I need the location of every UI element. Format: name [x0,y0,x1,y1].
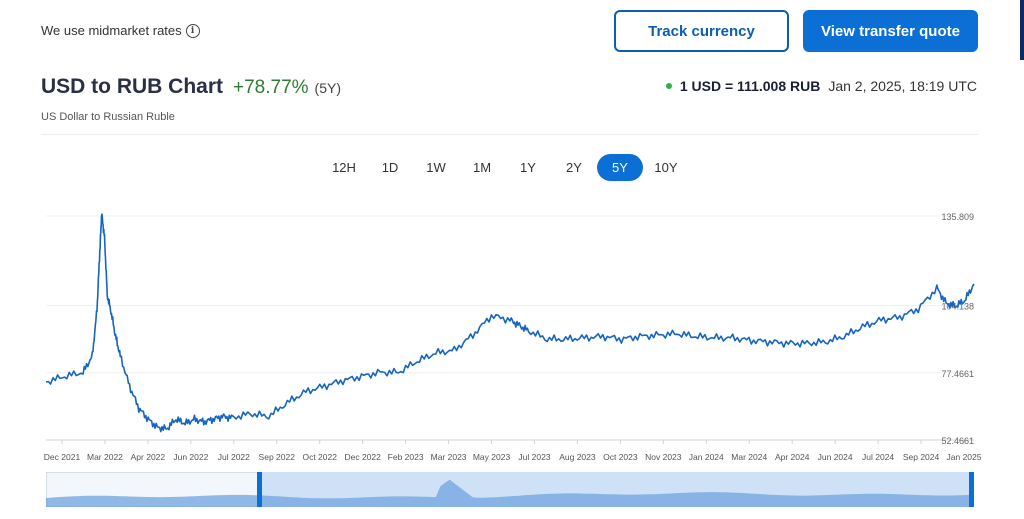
page-title: USD to RUB Chart [41,75,223,98]
x-tick-label: Jan 2024 [689,452,724,462]
x-tick-label: Apr 2022 [131,452,166,462]
midmarket-note-text: We use midmarket rates [41,23,182,38]
x-tick-label: Jul 2023 [518,452,550,462]
range-navigator-svg[interactable] [45,471,975,508]
x-tick-label: Sep 2024 [903,452,940,462]
series-line [45,213,975,433]
x-tick-label: Oct 2022 [302,452,337,462]
tab-1d[interactable]: 1D [381,160,399,175]
header-divider [41,134,978,135]
x-tick-label: Sep 2022 [259,452,296,462]
tab-1m[interactable]: 1M [472,160,492,175]
page-subtitle: US Dollar to Russian Ruble [41,111,175,123]
x-tick-label: Nov 2023 [645,452,682,462]
current-rate: 1 USD = 111.008 RUB Jan 2, 2025, 18:19 U… [665,78,977,94]
window-edge-bar [1020,0,1024,60]
x-tick-label: Jul 2024 [862,452,894,462]
tab-5y[interactable]: 5Y [597,154,643,181]
tab-10y[interactable]: 10Y [654,160,678,175]
navigator-left-handle[interactable] [257,472,262,507]
time-range-tabs: 12H 1D 1W 1M 1Y 2Y 5Y 10Y [321,154,689,181]
top-bar: We use midmarket rates i Track currency … [0,0,1024,62]
x-tick-label: Feb 2023 [388,452,424,462]
navigator-area [46,479,974,507]
x-tick-label: Mar 2024 [731,452,767,462]
y-tick-label: 135.809 [941,212,974,222]
x-tick-label: Dec 2022 [344,452,381,462]
tab-12h[interactable]: 12H [332,160,356,175]
live-status-dot [665,83,672,89]
x-tick-label: Mar 2023 [431,452,467,462]
x-tick-label: Apr 2024 [775,452,810,462]
y-tick-label: 52.4661 [941,436,974,446]
percent-change: +78.77% [233,77,309,98]
tab-2y[interactable]: 2Y [566,160,582,175]
navigator-right-handle[interactable] [969,472,974,507]
rate-chart[interactable]: 135.809 104.138 77.4661 52.4661 Dec 2021 Mar … [0,200,1024,470]
chart-header: USD to RUB Chart +78.77% (5Y) [41,75,341,99]
x-tick-label: Dec 2021 [44,452,81,462]
x-tick-label: Jul 2022 [218,452,250,462]
tab-1y[interactable]: 1Y [520,160,536,175]
period-label: (5Y) [314,80,341,96]
range-navigator[interactable] [45,471,975,508]
info-icon[interactable]: i [185,23,200,38]
x-tick-label: Jun 2022 [173,452,208,462]
y-tick-label: 77.4661 [941,369,974,379]
x-tick-label: Mar 2022 [87,452,123,462]
tab-1w[interactable]: 1W [426,160,446,175]
x-tick-label: Jun 2024 [818,452,853,462]
x-tick-label: May 2023 [473,452,511,462]
x-tick-label: Oct 2023 [603,452,638,462]
view-transfer-quote-button[interactable]: View transfer quote [803,10,978,52]
track-currency-button[interactable]: Track currency [614,10,789,52]
x-tick-label: Aug 2023 [559,452,596,462]
rate-value: 1 USD = 111.008 RUB [679,78,821,94]
rate-timestamp: Jan 2, 2025, 18:19 UTC [828,78,977,94]
midmarket-note: We use midmarket rates i [41,23,200,38]
x-tick-label: Jan 2025 [947,452,982,462]
